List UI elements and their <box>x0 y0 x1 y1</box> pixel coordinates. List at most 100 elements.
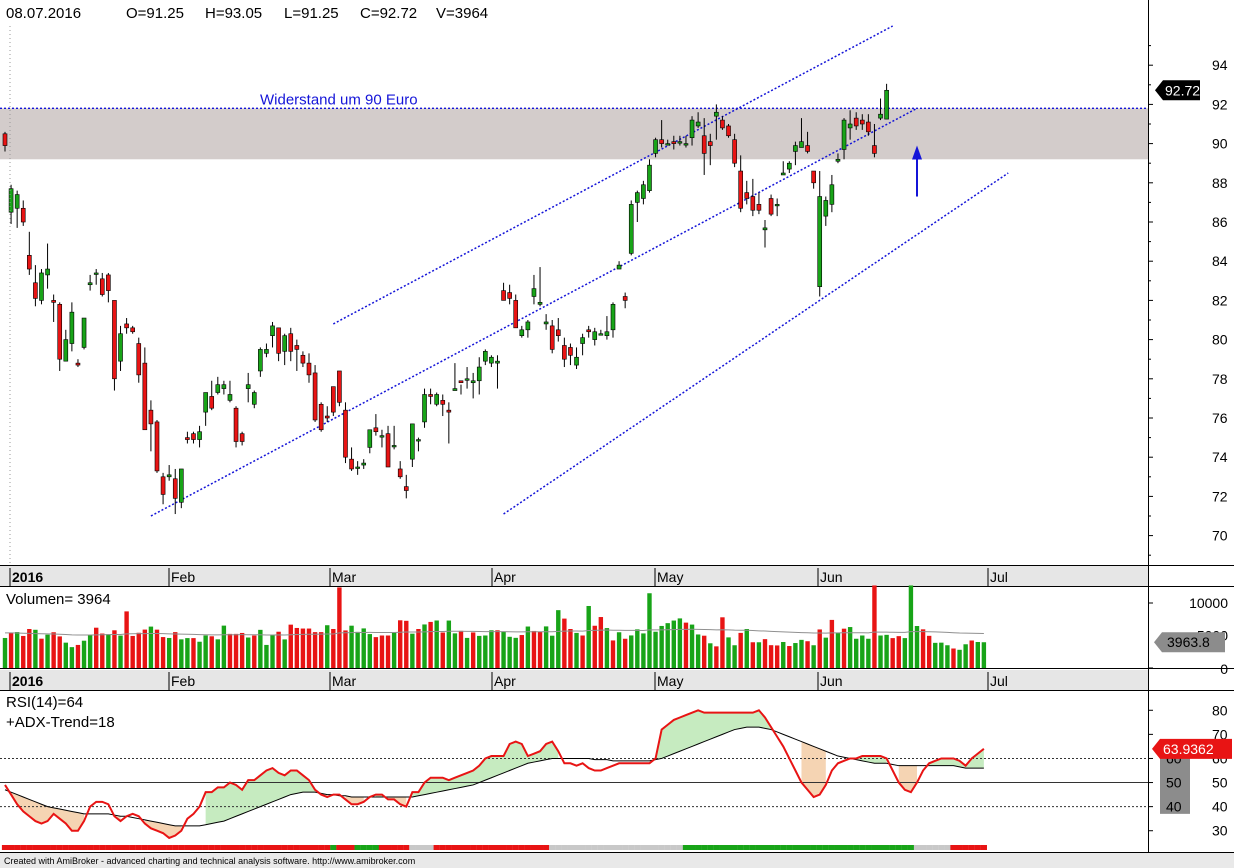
volume-bar <box>878 635 883 668</box>
candle <box>318 402 324 432</box>
candle <box>622 292 628 309</box>
volume-bar <box>787 646 792 668</box>
candle <box>726 124 731 138</box>
adx-segment <box>640 845 647 850</box>
candle <box>185 431 190 444</box>
candle-body <box>525 321 531 331</box>
adx-segment <box>1 845 9 850</box>
candle <box>811 170 816 189</box>
candle <box>738 155 743 213</box>
volume-bar <box>464 637 470 668</box>
candle <box>616 261 622 270</box>
volume-axis: 01000050003963.8 <box>1148 595 1228 677</box>
volume-bar <box>635 629 640 668</box>
price-tick-label: 90 <box>1212 136 1228 152</box>
candle-body <box>549 325 555 350</box>
adx-segment <box>719 845 726 850</box>
candle <box>300 351 306 368</box>
volume-bar <box>957 649 962 668</box>
volume-bar <box>27 629 32 668</box>
candle-body <box>689 119 695 139</box>
adx-segment <box>883 845 890 850</box>
candle <box>312 365 318 422</box>
adx-segment <box>457 845 465 850</box>
volume-bar <box>185 638 190 668</box>
volume-bar <box>227 633 233 668</box>
last-volume-badge <box>1154 632 1225 653</box>
adx-segment <box>62 845 69 850</box>
volume-bar <box>677 618 683 668</box>
candle-body <box>8 188 14 213</box>
volume-bar <box>732 645 737 668</box>
candle-body <box>355 466 360 469</box>
volume-bar <box>750 642 756 668</box>
candle <box>379 429 385 448</box>
volume-bar <box>598 617 604 668</box>
rsi-title: RSI(14)=64 <box>6 694 83 711</box>
adx-segment <box>591 845 598 850</box>
volume-bar <box>294 627 300 668</box>
candle-body <box>872 145 877 154</box>
volume-bar <box>963 644 968 668</box>
volume-bar <box>63 642 68 668</box>
month-label: Feb <box>171 673 195 689</box>
volume-bar <box>507 636 512 668</box>
candle-body <box>337 370 342 403</box>
volume-bar <box>835 632 841 668</box>
candle-body <box>233 407 239 442</box>
candle-body <box>397 468 403 478</box>
adx-segment <box>184 845 191 850</box>
adx-segment <box>214 845 221 850</box>
volume-bar <box>543 626 549 668</box>
candle-body <box>172 478 178 499</box>
adx-segment <box>482 845 489 850</box>
candle <box>537 267 543 307</box>
adx-segment <box>38 845 45 850</box>
adx-segment <box>877 845 884 850</box>
rsi-bull-fill <box>655 710 772 760</box>
volume-bar <box>951 648 956 668</box>
adx-segment <box>926 845 933 850</box>
price-tick-label: 72 <box>1212 488 1228 504</box>
adx-segment <box>415 845 422 850</box>
candle <box>434 392 439 407</box>
candle <box>768 194 774 217</box>
candle-body <box>45 268 50 276</box>
adx-segment <box>372 845 379 850</box>
volume-title: Volumen= 3964 <box>6 591 111 608</box>
candle-body <box>555 329 561 336</box>
volume-bar <box>221 625 227 668</box>
volume-bar <box>367 634 372 668</box>
candle <box>878 98 883 121</box>
candle <box>179 468 184 509</box>
candle-body <box>39 272 44 301</box>
month-label: 2016 <box>12 569 43 585</box>
volume-bar <box>483 635 488 668</box>
candle <box>452 363 458 391</box>
candle <box>349 447 354 471</box>
adx-segment <box>26 845 33 850</box>
candle-body <box>574 356 579 366</box>
adx-segment <box>634 845 641 850</box>
price-time-axis: 2016 Feb Mar Apr May Jun Jul <box>9 26 1008 586</box>
rsi-fill-areas <box>11 710 984 838</box>
adx-segment <box>494 845 501 850</box>
candle <box>586 325 591 338</box>
candle <box>288 327 294 362</box>
candle-body <box>33 282 38 299</box>
candle <box>239 431 245 446</box>
volume-bar <box>823 637 828 668</box>
candle-body <box>276 327 281 354</box>
candle <box>245 372 251 403</box>
adx-segment <box>536 845 544 850</box>
volume-bar <box>246 637 251 668</box>
candle <box>197 425 202 448</box>
candle <box>2 131 8 152</box>
volume-bar <box>556 610 561 668</box>
candle-body <box>853 117 859 127</box>
volume-bar <box>148 626 154 668</box>
candle <box>750 178 756 217</box>
volume-bar <box>793 643 798 668</box>
candle <box>549 320 555 354</box>
volume-bar <box>562 618 567 668</box>
